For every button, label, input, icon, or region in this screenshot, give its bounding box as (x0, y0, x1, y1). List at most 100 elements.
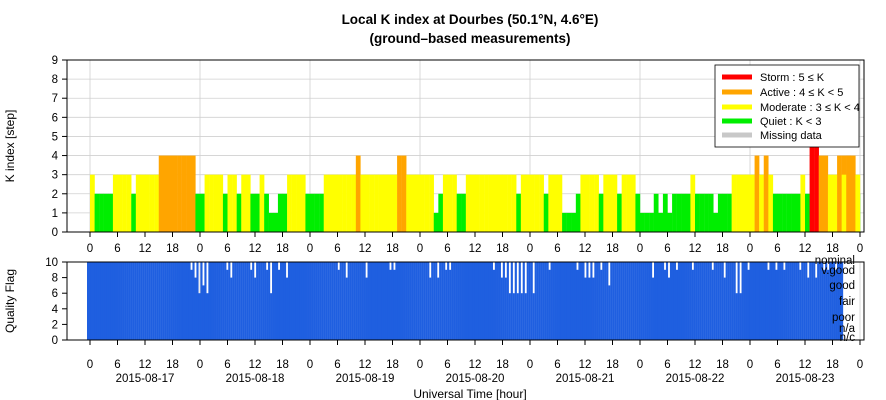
q-x-tick-label: 18 (166, 359, 179, 371)
k-bar (690, 174, 696, 232)
q-bar (570, 262, 573, 340)
q-bar (775, 269, 778, 340)
q-bar (365, 277, 368, 340)
q-bar (124, 262, 127, 340)
q-bar (556, 262, 559, 340)
q-bar (646, 262, 649, 340)
q-bar (110, 262, 114, 340)
q-bar (363, 262, 366, 340)
q-bar (423, 262, 426, 340)
q-bar (817, 262, 820, 340)
k-bar (827, 174, 833, 232)
q-bar (763, 262, 766, 340)
k-bar (786, 193, 792, 232)
q-bar (262, 262, 265, 340)
k-bar (103, 193, 109, 232)
q-bar (256, 262, 259, 340)
k-x-tick-label: 12 (689, 243, 702, 255)
q-bar (383, 262, 386, 340)
q-bar (739, 293, 742, 340)
k-bar (140, 174, 146, 232)
k-bar (731, 174, 737, 232)
k-y-tick-label: 0 (52, 227, 58, 239)
q-bar (608, 285, 611, 340)
q-bar (769, 262, 772, 340)
k-bar (154, 174, 159, 232)
q-bar (347, 262, 350, 340)
q-bar (367, 262, 370, 340)
q-bar (351, 262, 354, 340)
k-bar (507, 174, 512, 232)
k-y-tick-label: 4 (52, 151, 59, 163)
q-bar (413, 262, 416, 340)
q-bar (375, 262, 378, 340)
q-bar (102, 262, 106, 340)
q-bar (508, 293, 511, 340)
q-bar (369, 262, 372, 340)
k-bar (479, 174, 485, 232)
k-bar (314, 193, 320, 232)
q-bar (650, 262, 653, 340)
k-bar (681, 193, 687, 232)
q-bar (130, 262, 133, 340)
q-bar (226, 269, 229, 340)
chart-title: Local K index at Dourbes (50.1°N, 4.6°E) (342, 12, 599, 27)
q-bar (371, 262, 374, 340)
q-bar (564, 262, 567, 340)
q-bar (146, 262, 149, 340)
k-bar (534, 174, 540, 232)
q-bar (819, 262, 822, 340)
k-bar (530, 174, 535, 232)
k-x-tick-label: 6 (554, 243, 560, 255)
k-bar (342, 174, 347, 232)
q-bar (345, 277, 348, 340)
q-bar (335, 262, 338, 340)
q-bar (391, 262, 394, 340)
q-bar (325, 262, 328, 340)
k-bar (841, 174, 847, 232)
q-bar (566, 262, 569, 340)
k-bar (805, 193, 810, 232)
q-bar (614, 262, 617, 340)
k-bar (557, 174, 563, 232)
q-bar (805, 262, 808, 340)
k-x-tick-label: 6 (114, 243, 120, 255)
k-x-tick-label: 0 (637, 243, 643, 255)
k-bar (695, 193, 700, 232)
q-bar (719, 262, 722, 340)
q-bar (697, 262, 700, 340)
q-x-tick-label: 6 (774, 359, 780, 371)
q-bar (357, 262, 360, 340)
k-bar (232, 174, 237, 232)
q-bar (825, 262, 828, 340)
k-bar (360, 174, 366, 232)
k-bar (456, 193, 462, 232)
q-bar (220, 262, 223, 340)
k-bar (653, 193, 659, 232)
k-bar (227, 174, 233, 232)
q-bar (136, 262, 139, 340)
quality-level-label: fair (839, 296, 855, 308)
q-bar (598, 262, 601, 340)
q-bar (465, 262, 468, 340)
q-bar (258, 262, 261, 340)
q-bar (218, 262, 221, 340)
q-bar (592, 277, 595, 340)
k-bar (713, 212, 719, 232)
quality-level-label: n/a (839, 323, 856, 335)
q-bar (741, 262, 744, 340)
q-bar (429, 277, 432, 340)
q-bar (761, 262, 764, 340)
k-bar (511, 174, 517, 232)
q-y-axis-label: Quality Flag (3, 269, 17, 333)
q-bar (289, 262, 293, 340)
q-bar (176, 262, 179, 340)
q-bar (379, 262, 382, 340)
k-bar (112, 174, 118, 232)
k-bar (300, 174, 306, 232)
q-bar (703, 262, 706, 340)
k-bar (562, 212, 567, 232)
date-labels: 2015-08-17 2015-08-18 2015-08-19 2015-08-20… (116, 373, 835, 385)
k-bar (305, 193, 311, 232)
q-bar (427, 262, 430, 340)
